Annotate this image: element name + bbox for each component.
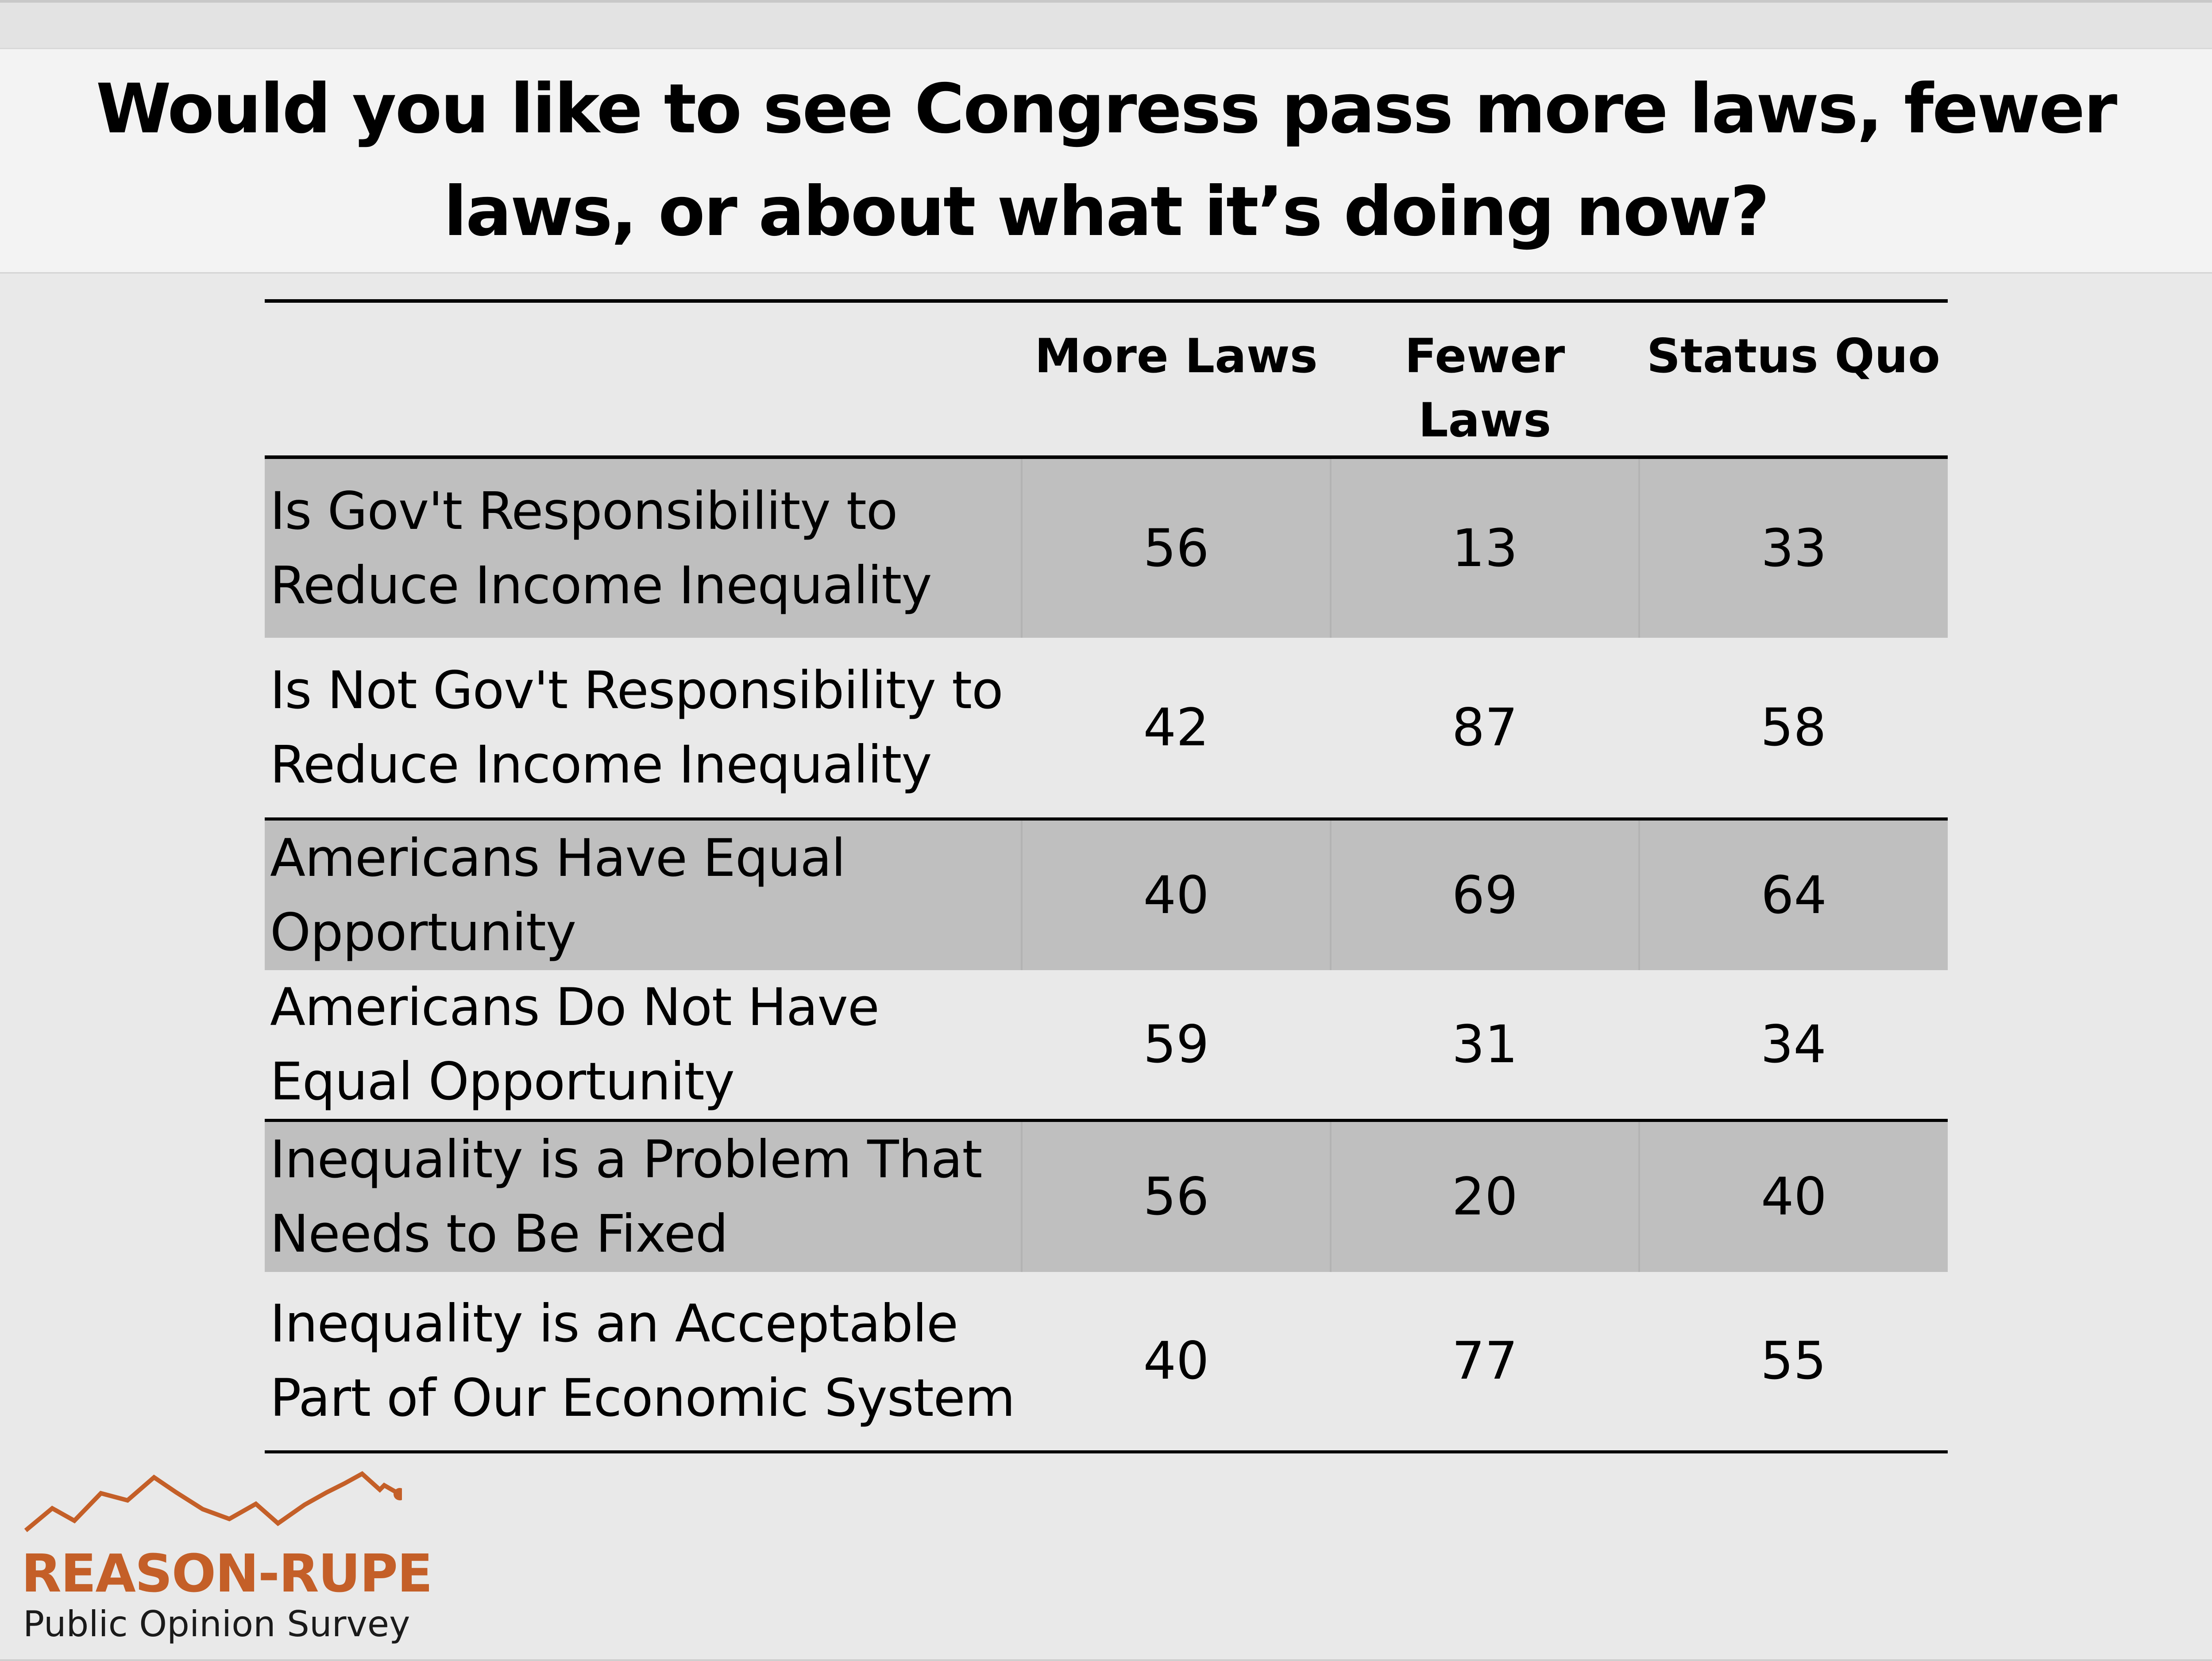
cell-more-laws: 40 [1022,1272,1331,1453]
cell-fewer-laws: 69 [1329,819,1639,970]
cell-more-laws: 40 [1021,819,1331,970]
row-label: Is Gov't Responsibility to Reduce Income… [265,457,1022,638]
row-label: Americans Have Equal Opportunity [265,819,1022,970]
table-body: Is Gov't Responsibility to Reduce Income… [265,457,1948,1453]
logo-subtitle: Public Opinion Survey [23,1603,410,1645]
cell-status-quo: 33 [1638,457,1948,638]
header-more-laws: More Laws [1022,299,1331,459]
title-band: Would you like to see Congress pass more… [0,48,2212,274]
header-blank [265,299,1022,459]
cell-fewer-laws: 87 [1330,638,1639,821]
cell-status-quo: 64 [1638,819,1948,970]
top-strip [0,0,2212,48]
header-status-quo: Status Quo [1639,299,1948,459]
cell-status-quo: 40 [1638,1120,1948,1272]
cell-fewer-laws: 13 [1329,457,1639,638]
cell-more-laws: 56 [1021,457,1331,638]
row-label: Americans Do Not Have Equal Opportunity [265,970,1022,1122]
table-row: Inequality is an Acceptable Part of Our … [265,1272,1948,1453]
header-fewer-laws: Fewer Laws [1330,299,1639,459]
cell-fewer-laws: 77 [1330,1272,1639,1453]
table-row: Inequality is a Problem That Needs to Be… [265,1120,1948,1272]
cell-more-laws: 59 [1022,970,1331,1122]
cell-fewer-laws: 31 [1330,970,1639,1122]
table-row: Is Gov't Responsibility to Reduce Income… [265,457,1948,638]
cell-status-quo: 55 [1639,1272,1948,1453]
header-row: More Laws Fewer Laws Status Quo [265,299,1948,459]
row-label: Is Not Gov't Responsibility to Reduce In… [265,638,1022,821]
bottom-divider [0,1659,2212,1661]
table-row: Americans Do Not Have Equal Opportunity … [265,970,1948,1122]
row-label: Inequality is a Problem That Needs to Be… [265,1120,1022,1272]
table-header: More Laws Fewer Laws Status Quo [265,299,1948,459]
table-row: Americans Have Equal Opportunity 40 69 6… [265,819,1948,970]
survey-results-table: More Laws Fewer Laws Status Quo Is Gov't… [265,299,1948,1453]
row-label: Inequality is an Acceptable Part of Our … [265,1272,1022,1453]
logo-name: REASON-RUPE [21,1543,433,1604]
page-title: Would you like to see Congress pass more… [96,69,2117,251]
cell-more-laws: 56 [1021,1120,1331,1272]
trend-line-icon [24,1471,402,1532]
cell-more-laws: 42 [1022,638,1331,821]
table-row: Is Not Gov't Responsibility to Reduce In… [265,638,1948,821]
cell-status-quo: 58 [1639,638,1948,821]
cell-fewer-laws: 20 [1329,1120,1639,1272]
reason-rupe-logo: REASON-RUPE Public Opinion Survey [21,1456,433,1655]
cell-status-quo: 34 [1639,970,1948,1122]
